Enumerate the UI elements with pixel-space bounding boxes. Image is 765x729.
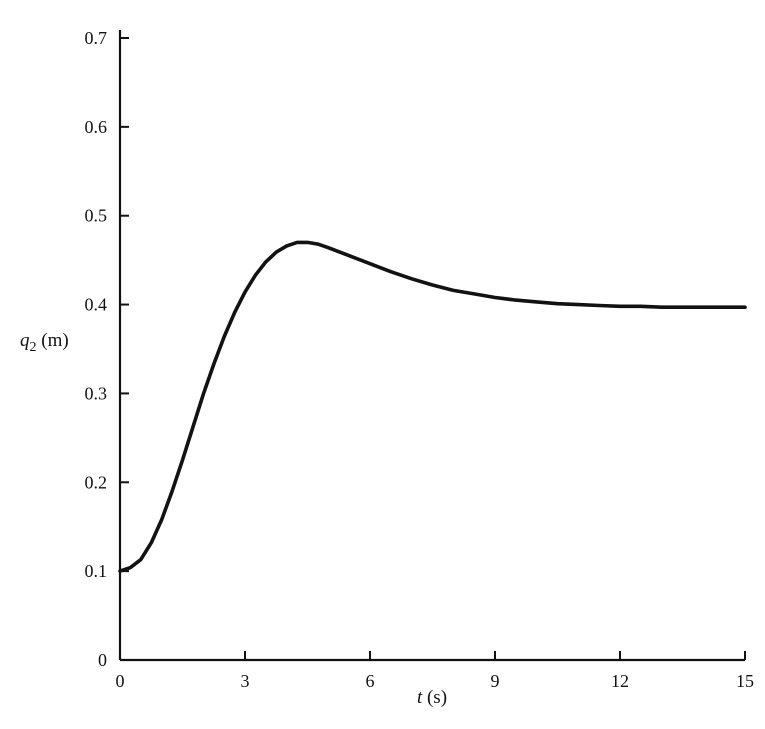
y-axis-title: q2 (m) [20, 330, 69, 355]
x-axis-variable: t [416, 687, 423, 708]
y-tick-label: 0.7 [85, 28, 108, 48]
x-tick-label: 3 [241, 671, 250, 691]
x-tick-label: 0 [116, 671, 125, 691]
y-tick-label: 0.3 [85, 383, 108, 403]
y-axis-variable: q [20, 330, 30, 351]
x-axis-unit: (s) [422, 687, 448, 708]
y-axis-subscript: 2 [29, 339, 37, 355]
response-curve [118, 240, 747, 573]
x-tick-label: 15 [736, 671, 754, 691]
y-tick-label: 0.1 [85, 561, 108, 581]
x-tick-label: 9 [491, 671, 500, 691]
y-tick-label: 0.5 [85, 206, 108, 226]
y-tick-label: 0.2 [85, 472, 108, 492]
y-tick-label: 0.4 [85, 295, 108, 315]
x-tick-label: 12 [611, 671, 629, 691]
x-axis-title: t (s) [392, 687, 472, 709]
y-axis-unit: (m) [36, 330, 69, 351]
y-tick-label: 0 [98, 650, 107, 670]
x-tick-label: 6 [366, 671, 375, 691]
y-tick-label: 0.6 [85, 117, 108, 137]
